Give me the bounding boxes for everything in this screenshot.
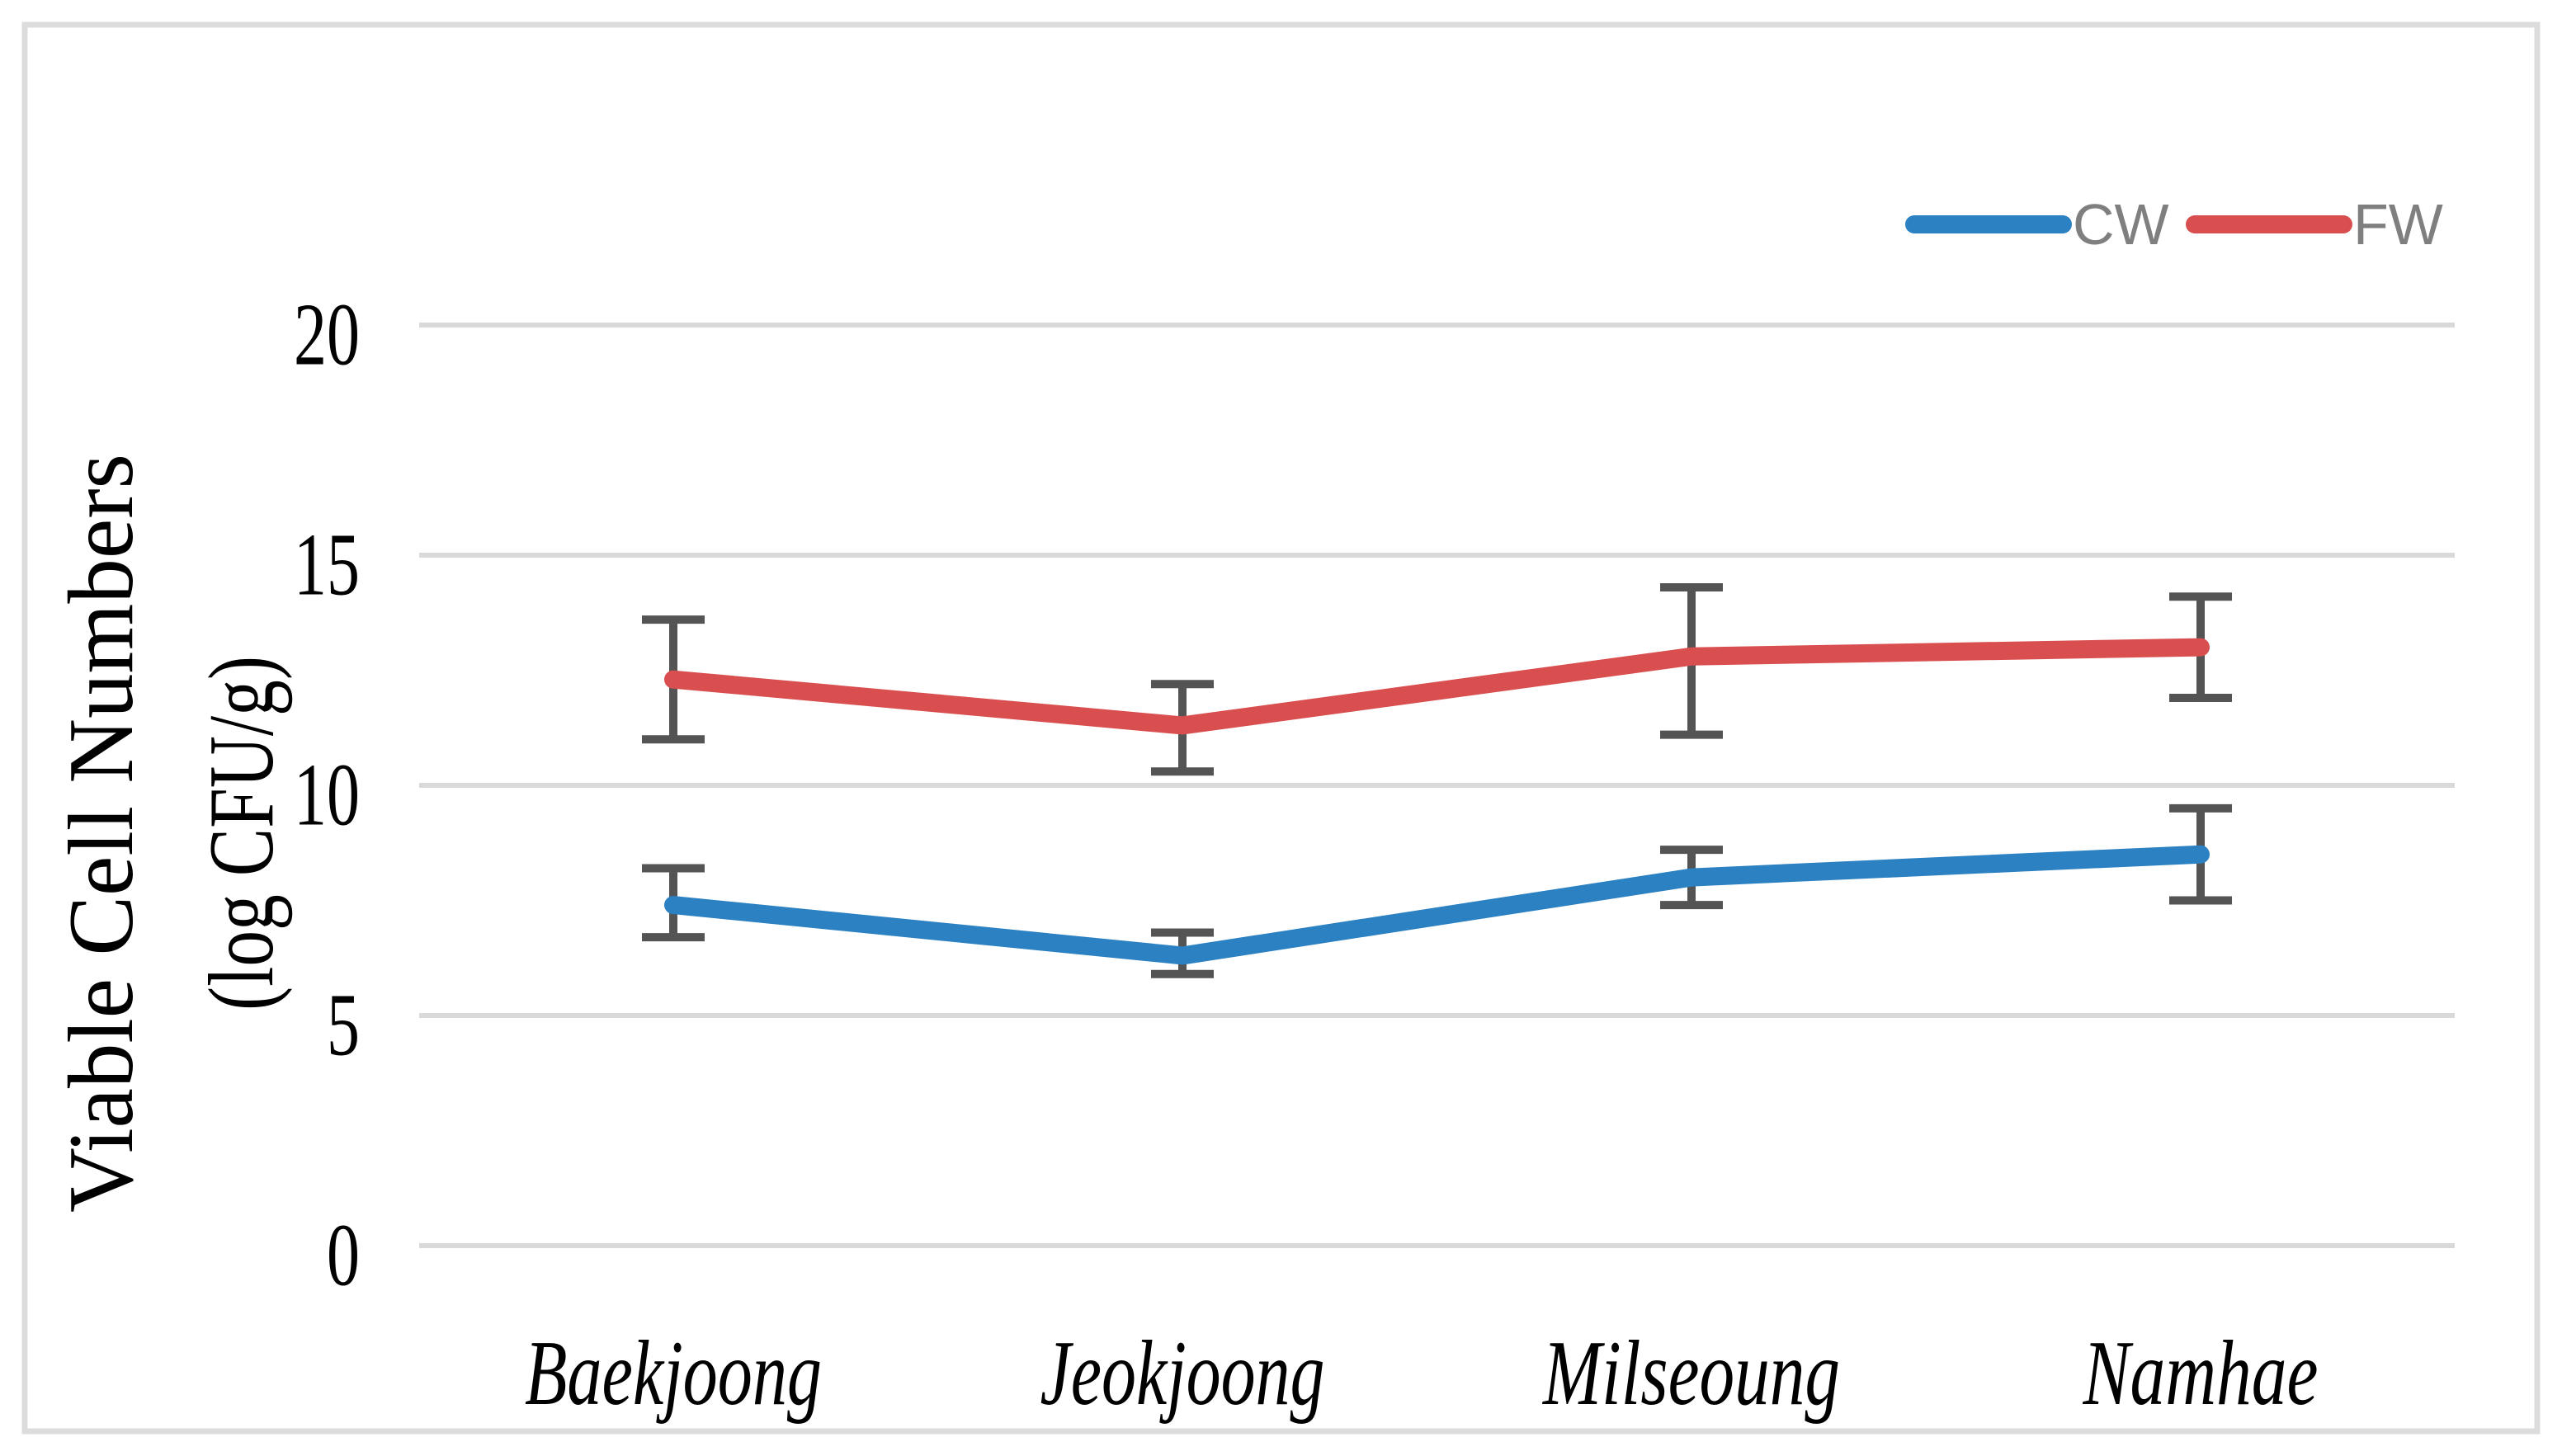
y-tick-15: 15 bbox=[294, 516, 360, 615]
x-label-jeokjoong: Jeokjoong bbox=[1040, 1322, 1325, 1425]
legend: CW FW bbox=[1905, 192, 2443, 257]
error-bars-fw bbox=[642, 583, 2232, 776]
y-axis-title: Viable Cell Numbers (log CFU/g) bbox=[50, 454, 293, 1213]
y-tick-0: 0 bbox=[327, 1207, 360, 1305]
legend-label-fw: FW bbox=[2353, 192, 2443, 257]
y-axis-title-line2: (log CFU/g) bbox=[191, 656, 293, 1011]
y-tick-5: 5 bbox=[327, 977, 360, 1075]
y-tick-20: 20 bbox=[294, 286, 360, 384]
gridlines bbox=[419, 323, 2455, 1248]
x-label-namhae: Namhae bbox=[2083, 1322, 2319, 1425]
series-line-fw bbox=[664, 638, 2210, 735]
y-tick-10: 10 bbox=[294, 747, 360, 845]
x-label-milseoung: Milseoung bbox=[1541, 1322, 1840, 1425]
error-bars-cw bbox=[642, 803, 2232, 978]
figure-border bbox=[21, 21, 2541, 1435]
series-layer bbox=[642, 583, 2232, 978]
legend-label-cw: CW bbox=[2073, 192, 2169, 257]
x-label-baekjoong: Baekjoong bbox=[525, 1322, 822, 1425]
y-axis-title-line1: Viable Cell Numbers bbox=[50, 454, 153, 1213]
y-axis-tick-labels: 20 15 10 5 0 bbox=[294, 286, 360, 1305]
series-line-cw bbox=[664, 845, 2210, 965]
x-axis-category-labels: Baekjoong Jeokjoong Milseoung Namhae bbox=[525, 1322, 2319, 1425]
